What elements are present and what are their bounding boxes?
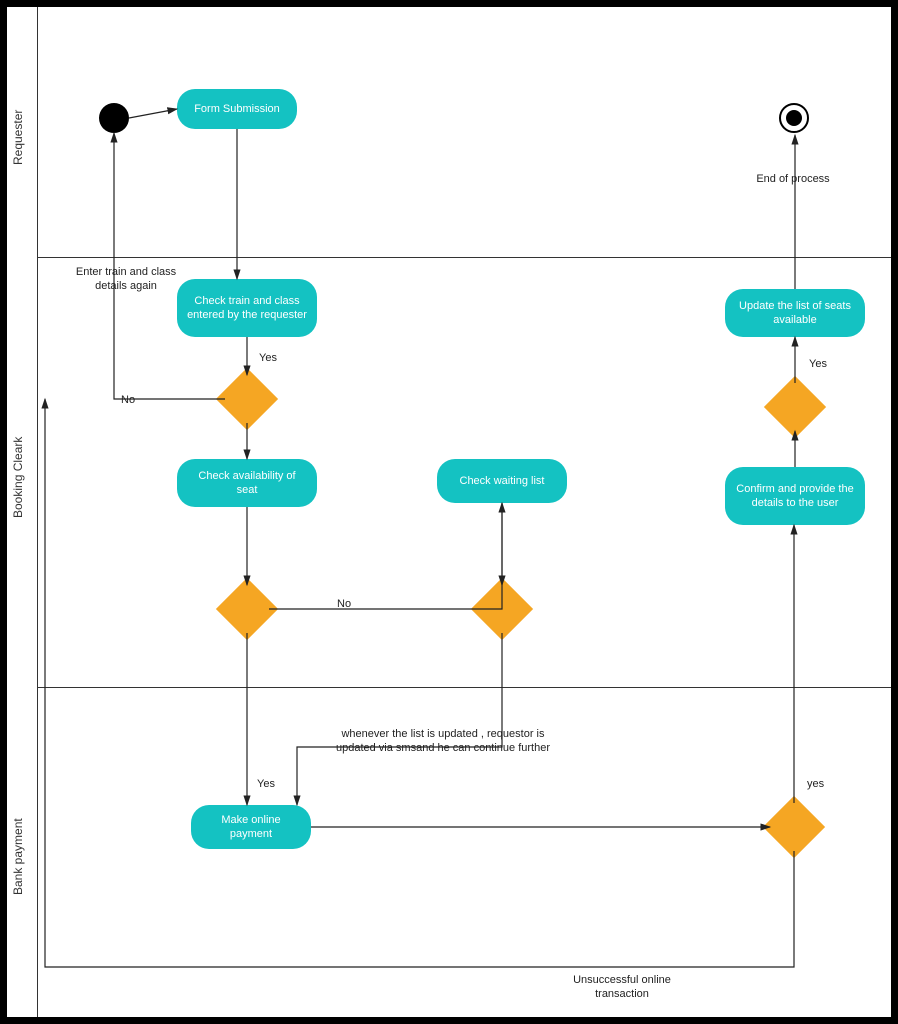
lane-divider-1 <box>37 257 891 258</box>
label-no-2: No <box>337 597 351 611</box>
diagram-frame: Requester Booking Cleark Bank payment Fo… <box>0 0 898 1024</box>
initial-node <box>99 103 129 133</box>
final-node <box>779 103 809 133</box>
label-yes-3: yes <box>807 777 824 791</box>
decision-1 <box>216 368 278 430</box>
activity-check-train: Check train and class entered by the req… <box>177 279 317 337</box>
label-unsuccessful: Unsuccessful online transaction <box>547 973 697 1002</box>
decision-5 <box>764 376 826 438</box>
label-no-1: No <box>121 393 135 407</box>
lane-vline <box>37 7 38 1017</box>
activity-confirm: Confirm and provide the details to the u… <box>725 467 865 525</box>
activity-check-seat: Check availability of seat <box>177 459 317 507</box>
decision-2 <box>216 578 278 640</box>
activity-update-seats: Update the list of seats available <box>725 289 865 337</box>
label-end-process: End of process <box>743 172 843 186</box>
activity-form-submission: Form Submission <box>177 89 297 129</box>
label-enter-again: Enter train and class details again <box>61 265 191 294</box>
lane-bank-label: Bank payment <box>11 797 25 917</box>
lane-divider-2 <box>37 687 891 688</box>
label-yes-2: Yes <box>257 777 275 791</box>
decision-4 <box>763 796 825 858</box>
label-yes-1: Yes <box>259 351 277 365</box>
label-whenever: whenever the list is updated , requestor… <box>333 727 553 756</box>
lane-requester-label: Requester <box>11 97 25 177</box>
activity-make-payment: Make online payment <box>191 805 311 849</box>
decision-3 <box>471 578 533 640</box>
lane-booking-label: Booking Cleark <box>11 407 25 547</box>
activity-check-waiting: Check waiting list <box>437 459 567 503</box>
label-yes-4: Yes <box>809 357 827 371</box>
